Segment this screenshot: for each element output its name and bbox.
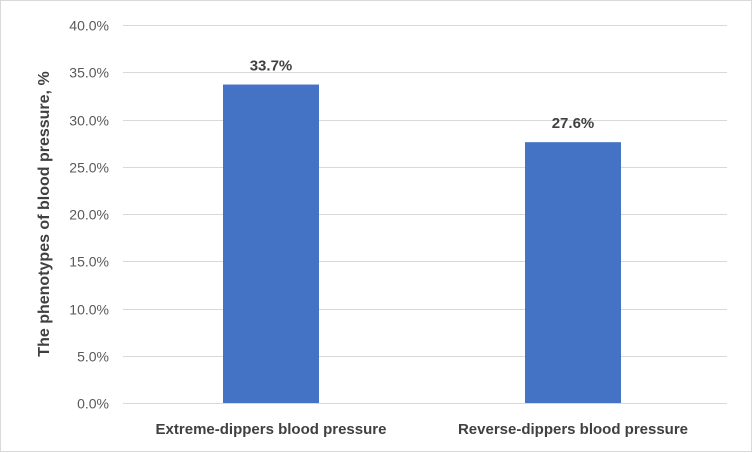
- x-category-label: Extreme-dippers blood pressure: [156, 421, 387, 438]
- y-tick-label: 25.0%: [69, 160, 109, 176]
- y-tick-label: 30.0%: [69, 113, 109, 129]
- x-axis-categories: Extreme-dippers blood pressure Reverse-di…: [156, 421, 688, 438]
- bars: [223, 84, 621, 403]
- y-tick-label: 0.0%: [77, 396, 109, 412]
- y-tick-label: 10.0%: [69, 302, 109, 318]
- bar: [525, 142, 621, 403]
- y-axis-title: The phenotypes of blood pressure, %: [36, 71, 53, 356]
- y-tick-label: 20.0%: [69, 207, 109, 223]
- y-tick-label: 5.0%: [77, 349, 109, 365]
- x-category-label: Reverse-dippers blood pressure: [458, 421, 688, 438]
- data-labels: 33.7% 27.6%: [250, 58, 595, 133]
- bar: [223, 84, 319, 403]
- gridlines: [123, 25, 727, 404]
- y-tick-label: 15.0%: [69, 254, 109, 270]
- bar-data-label: 27.6%: [552, 115, 595, 132]
- y-axis-ticks: 0.0% 5.0% 10.0% 15.0% 20.0% 25.0% 30.0% 35.0% 40…: [69, 18, 109, 412]
- y-tick-label: 35.0%: [69, 65, 109, 81]
- y-tick-label: 40.0%: [69, 18, 109, 34]
- bar-data-label: 33.7%: [250, 58, 293, 75]
